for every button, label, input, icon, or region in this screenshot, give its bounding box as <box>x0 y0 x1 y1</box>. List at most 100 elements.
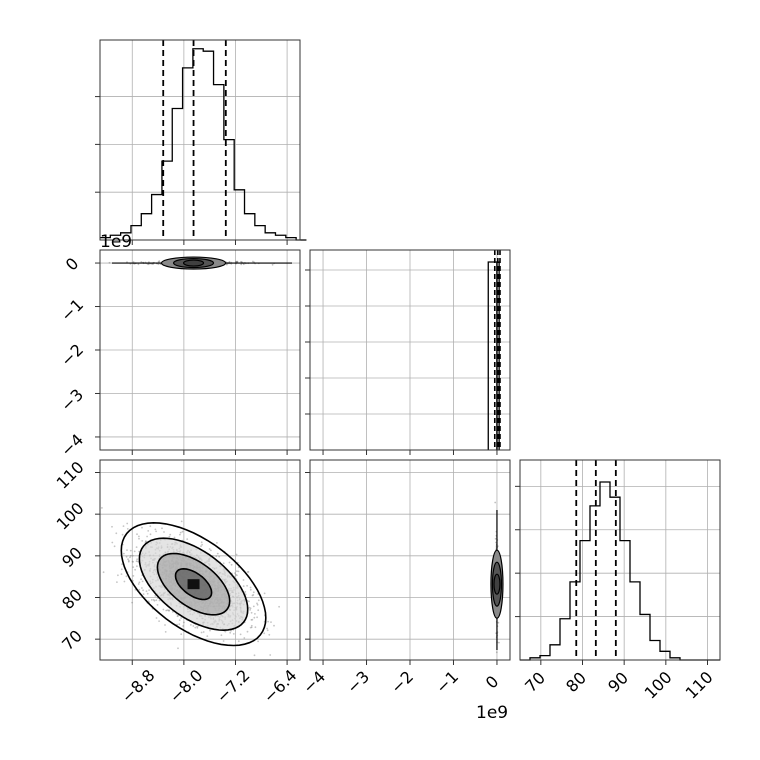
joint02-point <box>200 631 203 634</box>
joint02-point <box>148 589 151 591</box>
joint02-point <box>236 574 238 577</box>
joint02-point <box>263 632 266 635</box>
joint02-point <box>179 533 181 536</box>
joint02-point <box>129 556 131 559</box>
joint02-point <box>158 620 161 622</box>
y2-tick-label: −4 <box>57 430 87 460</box>
joint02-point <box>136 558 139 561</box>
joint02-point <box>178 623 181 626</box>
joint02-point <box>234 572 236 574</box>
joint02-point <box>244 591 247 593</box>
joint02-point <box>138 588 141 591</box>
hist2-bar <box>487 261 498 450</box>
joint01-frame <box>99 249 301 451</box>
joint02-point <box>129 549 132 552</box>
joint02-point <box>248 600 250 603</box>
joint02-point <box>251 594 254 597</box>
joint02-point <box>180 633 183 636</box>
x3-tick-label: 110 <box>682 668 717 703</box>
joint02-point <box>257 599 260 602</box>
joint02-point <box>234 573 237 576</box>
joint01-point <box>271 263 274 266</box>
joint12-frame <box>309 459 511 661</box>
joint02-point <box>242 585 245 587</box>
hist2-frame <box>309 249 511 451</box>
joint02-point <box>239 633 242 636</box>
joint02-point <box>155 599 158 602</box>
joint02-point <box>209 629 211 632</box>
joint02-point <box>267 620 269 623</box>
joint02-point <box>232 633 235 635</box>
joint02-point <box>179 531 182 534</box>
joint02-point <box>181 530 184 533</box>
joint02-point <box>146 592 149 595</box>
joint02-point <box>222 640 225 642</box>
y3-tick-label: 70 <box>58 626 86 654</box>
joint02-point <box>216 542 218 544</box>
joint02-point <box>141 540 144 542</box>
joint02-point <box>155 530 158 533</box>
joint02-point <box>246 630 249 633</box>
joint02-point <box>215 555 218 558</box>
joint02-point <box>142 589 145 592</box>
joint02-point <box>249 609 252 611</box>
x1-tick-label: −8.0 <box>166 666 207 707</box>
joint12-contour <box>493 573 501 595</box>
joint02-point <box>196 625 199 628</box>
joint12-point <box>494 537 497 540</box>
joint02-point <box>120 568 123 571</box>
joint02-point <box>192 625 195 627</box>
joint02-point <box>196 627 199 629</box>
joint01-point <box>240 263 243 266</box>
joint02-point <box>248 606 251 609</box>
joint02-point <box>177 614 180 617</box>
joint02-point <box>138 537 140 540</box>
joint02-point <box>253 654 256 657</box>
joint02-point <box>166 609 169 612</box>
joint02-point <box>249 607 252 610</box>
joint02-point <box>168 609 170 612</box>
joint02-point <box>149 525 152 528</box>
joint02-point <box>237 570 240 573</box>
joint02-point <box>254 626 257 629</box>
joint02-point <box>194 626 197 629</box>
x3-tick-label: 100 <box>641 668 676 703</box>
joint01-point <box>147 263 150 266</box>
joint12-point <box>494 501 497 504</box>
joint02-point <box>246 571 249 573</box>
joint02-point <box>123 552 125 555</box>
joint02-point <box>230 629 232 632</box>
joint02-point <box>156 604 159 606</box>
joint02-point <box>117 574 119 577</box>
joint02-point <box>138 581 141 584</box>
joint02-point <box>111 525 113 528</box>
joint02-point <box>190 624 192 626</box>
joint02-point <box>250 619 253 621</box>
hist3-frame <box>519 459 721 661</box>
joint01-contour <box>182 259 205 267</box>
joint02-point <box>237 640 240 643</box>
joint02-point <box>152 598 155 601</box>
joint02-point <box>127 558 129 561</box>
joint02-point <box>186 538 189 540</box>
joint02-point <box>136 533 138 536</box>
joint02-point <box>220 634 223 637</box>
joint02-point <box>129 554 132 557</box>
joint02-point <box>242 579 245 581</box>
joint02-point <box>250 611 253 614</box>
joint02-point <box>235 553 238 556</box>
joint02-point <box>135 560 138 563</box>
joint01-point <box>252 260 254 263</box>
x1-tick-label: −7.2 <box>213 666 254 707</box>
joint02-point <box>168 610 170 612</box>
joint02-point <box>141 580 144 583</box>
joint02-point <box>155 617 158 619</box>
x2-tick-label: −1 <box>432 667 462 697</box>
joint02-point <box>228 561 231 564</box>
x3-tick-label: 80 <box>562 668 590 696</box>
joint02-point <box>169 533 172 536</box>
joint01-point <box>235 260 237 263</box>
joint02-point <box>270 621 272 623</box>
joint02-frame <box>99 459 301 661</box>
